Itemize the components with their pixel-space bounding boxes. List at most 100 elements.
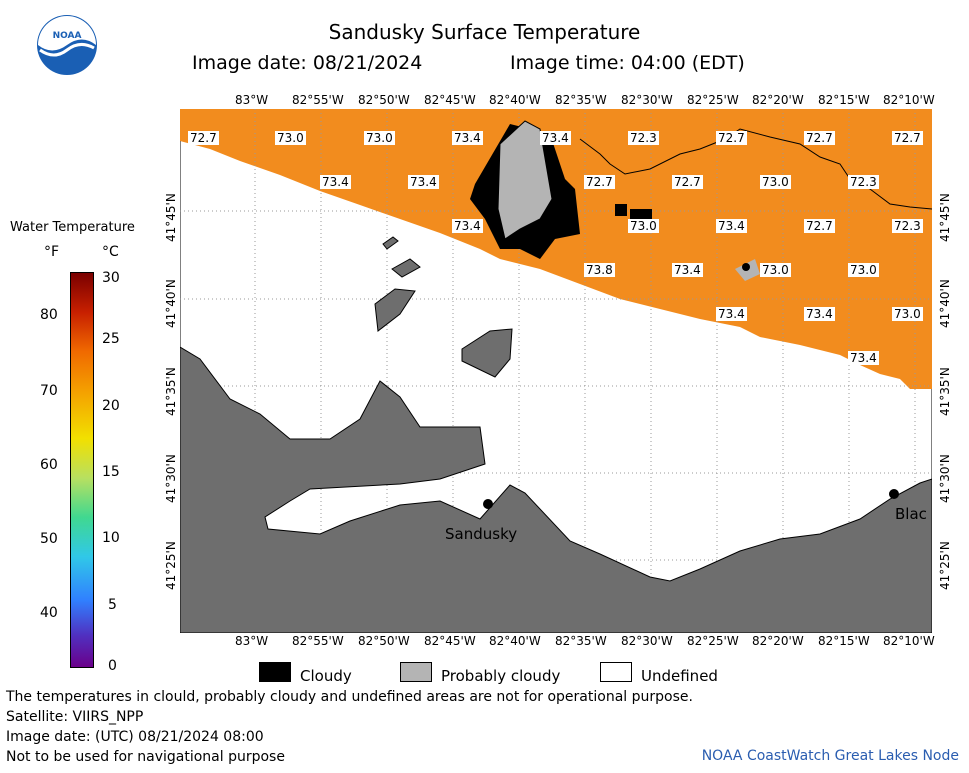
lat-label-right: 41°35'N: [938, 367, 952, 416]
lon-label: 82°25'W: [687, 634, 739, 648]
footer-disclaimer: The temperatures in clould, probably clo…: [6, 689, 693, 705]
lon-label: 82°30'W: [621, 93, 673, 107]
lon-label: 83°W: [235, 634, 269, 648]
island: [382, 236, 399, 250]
temp-label: 73.0: [364, 131, 395, 145]
legend-undefined-label: Undefined: [641, 667, 718, 685]
lon-label: 82°45'W: [424, 93, 476, 107]
colorbar-title: Water Temperature: [10, 220, 135, 235]
temp-label: 73.0: [760, 175, 791, 189]
lat-label-left: 41°35'N: [164, 367, 178, 416]
temp-label: 73.0: [848, 263, 879, 277]
colorbar-c-tick: 30: [102, 270, 120, 286]
lon-label: 82°50'W: [358, 93, 410, 107]
lat-label-left: 41°25'N: [164, 541, 178, 590]
temperature-labels: 72.7 73.0 73.0 73.4 73.4 72.3 72.7 72.7 …: [180, 109, 932, 633]
temp-label: 73.4: [320, 175, 351, 189]
lon-label: 82°50'W: [358, 634, 410, 648]
temp-label: 73.4: [672, 263, 703, 277]
island: [391, 258, 421, 278]
temp-label: 72.7: [892, 131, 923, 145]
lon-label: 82°40'W: [489, 93, 541, 107]
lat-label-right: 41°45'N: [938, 193, 952, 242]
colorbar-c-tick: 15: [102, 464, 120, 480]
noaa-logo: NOAA: [36, 14, 98, 76]
lat-label-left: 41°45'N: [164, 193, 178, 242]
lon-label: 82°40'W: [489, 634, 541, 648]
temp-label: 73.0: [628, 219, 659, 233]
lon-label: 82°35'W: [555, 93, 607, 107]
temp-label: 73.4: [716, 219, 747, 233]
lon-label: 82°30'W: [621, 634, 673, 648]
place-label-sandusky: Sandusky: [445, 525, 518, 543]
temp-label: 72.3: [848, 175, 879, 189]
island-dot: [742, 263, 750, 271]
sandusky-marker: [483, 499, 493, 509]
lon-label: 82°15'W: [818, 634, 870, 648]
temp-label: 73.4: [452, 131, 483, 145]
temp-label: 73.0: [892, 307, 923, 321]
legend-cloudy-label: Cloudy: [300, 667, 352, 685]
legend-undefined-swatch: [600, 662, 632, 682]
temp-label: 72.7: [188, 131, 219, 145]
credit-link[interactable]: NOAA CoastWatch Great Lakes Node: [701, 748, 959, 764]
cloud-pixel: [615, 204, 627, 216]
island: [461, 328, 513, 378]
temp-label: 72.7: [672, 175, 703, 189]
noaa-logo-icon: NOAA: [37, 15, 97, 75]
temp-label: 73.4: [716, 307, 747, 321]
lon-label: 82°10'W: [883, 634, 935, 648]
temp-label: 72.7: [804, 131, 835, 145]
temp-label: 72.3: [628, 131, 659, 145]
temp-label: 72.3: [892, 219, 923, 233]
temp-label: 73.8: [584, 263, 615, 277]
footer-utc-date: Image date: (UTC) 08/21/2024 08:00: [6, 729, 264, 745]
lat-label-left: 41°40'N: [164, 279, 178, 328]
probably-cloudy-area: [497, 120, 553, 240]
lon-label: 82°55'W: [292, 634, 344, 648]
temp-label: 73.0: [275, 131, 306, 145]
lon-label: 82°20'W: [752, 634, 804, 648]
image-time: Image time: 04:00 (EDT): [510, 52, 745, 74]
footer-navigation-note: Not to be used for navigational purpose: [6, 749, 285, 765]
temp-label: 73.4: [408, 175, 439, 189]
lon-label: 82°10'W: [883, 93, 935, 107]
logo-text: NOAA: [53, 31, 82, 41]
coastline: [579, 128, 932, 210]
temp-label: 72.7: [584, 175, 615, 189]
image-date: Image date: 08/21/2024: [192, 52, 423, 74]
page-title: Sandusky Surface Temperature: [328, 20, 641, 44]
colorbar-f-tick: 80: [40, 307, 58, 323]
lat-label-right: 41°30'N: [938, 454, 952, 503]
temp-label: 73.4: [540, 131, 571, 145]
lon-label: 82°15'W: [818, 93, 870, 107]
lon-label: 82°25'W: [687, 93, 739, 107]
footer-satellite: Satellite: VIIRS_NPP: [6, 709, 144, 725]
colorbar-f-tick: 50: [40, 531, 58, 547]
lat-label-left: 41°30'N: [164, 454, 178, 503]
lon-labels-top: 83°W 82°55'W 82°50'W 82°45'W 82°40'W 82°…: [180, 93, 940, 109]
mainland: [180, 346, 932, 633]
temp-label: 73.4: [848, 351, 879, 365]
blac-marker: [889, 489, 899, 499]
legend-probably-cloudy-swatch: [400, 662, 432, 682]
colorbar-c-tick: 10: [102, 530, 120, 546]
colorbar-c-tick: 20: [102, 398, 120, 414]
lon-label: 82°45'W: [424, 634, 476, 648]
lon-label: 83°W: [235, 93, 269, 107]
lon-label: 82°20'W: [752, 93, 804, 107]
temp-label: 73.0: [760, 263, 791, 277]
colorbar-c-tick: 0: [108, 658, 117, 674]
temp-label: 73.4: [452, 219, 483, 233]
lon-label: 82°55'W: [292, 93, 344, 107]
colorbar-f-tick: 70: [40, 383, 58, 399]
colorbar-f-tick: 60: [40, 457, 58, 473]
temp-label: 73.4: [804, 307, 835, 321]
colorbar-unit-c: °C: [102, 244, 119, 260]
temp-label: 72.7: [804, 219, 835, 233]
cloud-pixel: [630, 209, 652, 219]
lon-label: 82°35'W: [555, 634, 607, 648]
colorbar-c-tick: 5: [108, 597, 117, 613]
lat-label-right: 41°40'N: [938, 279, 952, 328]
legend-cloudy-swatch: [259, 662, 291, 682]
